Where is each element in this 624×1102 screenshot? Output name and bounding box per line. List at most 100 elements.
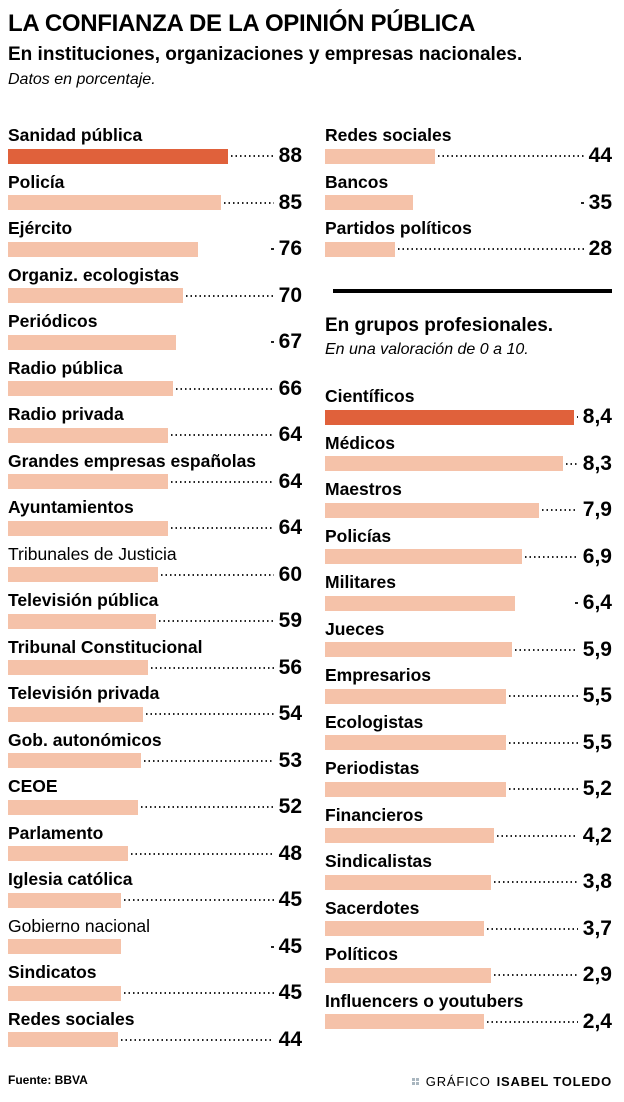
bar-line: 44 xyxy=(8,1027,302,1051)
grid-dots-icon xyxy=(411,1078,419,1085)
bar-line: 56 xyxy=(8,655,302,679)
row-label: Sacerdotes xyxy=(325,897,420,918)
bar xyxy=(8,427,168,443)
leader-line xyxy=(509,741,578,744)
bar-line: 45 xyxy=(8,889,302,910)
row-value: 56 xyxy=(278,655,302,679)
bar xyxy=(325,828,494,844)
row-label: Financieros xyxy=(325,804,424,825)
row-label: Influencers o youtubers xyxy=(325,990,524,1011)
bar xyxy=(8,474,168,489)
bar-line: 52 xyxy=(8,795,302,818)
bar xyxy=(325,456,563,472)
rows-institutions-right: Redes sociales 44 Bancos 35 Partidos polític… xyxy=(325,126,612,259)
bar-line: 67 xyxy=(8,331,302,352)
row-value: 28 xyxy=(588,237,612,260)
bar-line: 48 xyxy=(8,843,302,864)
source-note: Fuente: BBVA xyxy=(8,1073,88,1087)
bar-highlighted xyxy=(325,409,574,425)
row-value: 5,9 xyxy=(582,637,612,661)
row-value: 85 xyxy=(278,190,302,214)
column-right: Redes sociales 44 Bancos 35 Partidos polític… xyxy=(325,126,612,1038)
chart-row: Periodistas 5,2 xyxy=(325,759,612,799)
bar xyxy=(325,195,413,210)
bar-line: 70 xyxy=(8,283,302,307)
leader-line xyxy=(144,759,274,762)
row-value: 3,8 xyxy=(582,870,612,894)
row-value: 45 xyxy=(278,981,302,1004)
chart-row: Radio pública 66 xyxy=(8,359,302,399)
leader-line xyxy=(515,648,578,651)
chart-row: Sanidad pública 88 xyxy=(8,126,302,166)
chart-row: CEOE 52 xyxy=(8,777,302,817)
chart-row: Ejército 76 xyxy=(8,219,302,259)
row-value: 7,9 xyxy=(582,498,612,522)
leader-line xyxy=(121,1038,274,1041)
leader-line xyxy=(494,974,578,977)
row-label: Ayuntamientos xyxy=(8,497,134,517)
leader-line xyxy=(124,945,274,948)
professional-section-note: En una valoración de 0 a 10. xyxy=(325,340,529,358)
bar xyxy=(8,567,158,582)
row-label: Policía xyxy=(8,171,65,192)
bar-line: 8,3 xyxy=(325,453,612,474)
bar xyxy=(325,549,522,565)
row-value: 8,4 xyxy=(582,405,612,429)
row-label: Jueces xyxy=(325,618,385,639)
row-value: 52 xyxy=(278,795,302,818)
row-label: Tribunales de Justicia xyxy=(8,543,177,564)
bar xyxy=(8,753,141,768)
row-value: 6,9 xyxy=(582,544,612,568)
bar xyxy=(8,892,121,908)
bar-line: 60 xyxy=(8,564,302,585)
chart-row: Gobierno nacional 45 xyxy=(8,917,302,957)
row-value: 44 xyxy=(278,1027,302,1051)
row-value: 5,5 xyxy=(582,684,612,708)
row-label: Parlamento xyxy=(8,822,104,843)
bar-line: 5,9 xyxy=(325,637,612,661)
bar-line: 3,7 xyxy=(325,918,612,939)
bar-line: 66 xyxy=(8,378,302,399)
bar xyxy=(8,334,176,350)
bar xyxy=(325,921,484,937)
bar-line: 45 xyxy=(8,936,302,957)
leader-line xyxy=(124,899,274,901)
bar xyxy=(8,706,143,722)
leader-line xyxy=(224,201,274,204)
bar-line: 44 xyxy=(325,145,612,166)
row-value: 70 xyxy=(278,283,302,307)
row-label: Partidos políticos xyxy=(325,218,472,238)
bar-line: 6,9 xyxy=(325,544,612,568)
credit-author: ISABEL TOLEDO xyxy=(496,1074,612,1089)
bar-line: 2,9 xyxy=(325,964,612,985)
bar-line: 5,2 xyxy=(325,777,612,801)
leader-line xyxy=(171,527,274,529)
bar xyxy=(325,967,491,983)
row-label: Tribunal Constitucional xyxy=(8,636,203,657)
row-value: 59 xyxy=(278,609,302,632)
row-label: Médicos xyxy=(325,432,396,453)
bar-line: 64 xyxy=(8,469,302,493)
row-label: Periodistas xyxy=(325,758,420,779)
chart-row: Radio privada 64 xyxy=(8,405,302,445)
row-label: Sanidad pública xyxy=(8,125,143,145)
row-label: Periódicos xyxy=(8,311,98,331)
row-label: Grandes empresas españolas xyxy=(8,450,257,471)
bar-highlighted xyxy=(8,148,228,164)
credit-line: GRÁFICO ISABEL TOLEDO xyxy=(411,1074,612,1089)
row-label: Televisión pública xyxy=(8,590,159,610)
chart-row: Médicos 8,3 xyxy=(325,434,612,474)
row-value: 53 xyxy=(278,748,302,772)
bar-line: 2,4 xyxy=(325,1011,612,1032)
professional-section-title: En grupos profesionales. xyxy=(325,315,554,336)
leader-line xyxy=(176,387,274,390)
bar-line: 59 xyxy=(8,609,302,632)
chart-row: Gob. autonómicos 53 xyxy=(8,731,302,771)
chart-row: Maestros 7,9 xyxy=(325,480,612,520)
chart-row: Financieros 4,2 xyxy=(325,806,612,846)
chart-row: Influencers o youtubers 2,4 xyxy=(325,992,612,1032)
row-value: 64 xyxy=(278,469,302,493)
bar xyxy=(8,1032,118,1047)
row-value: 5,2 xyxy=(582,777,612,801)
